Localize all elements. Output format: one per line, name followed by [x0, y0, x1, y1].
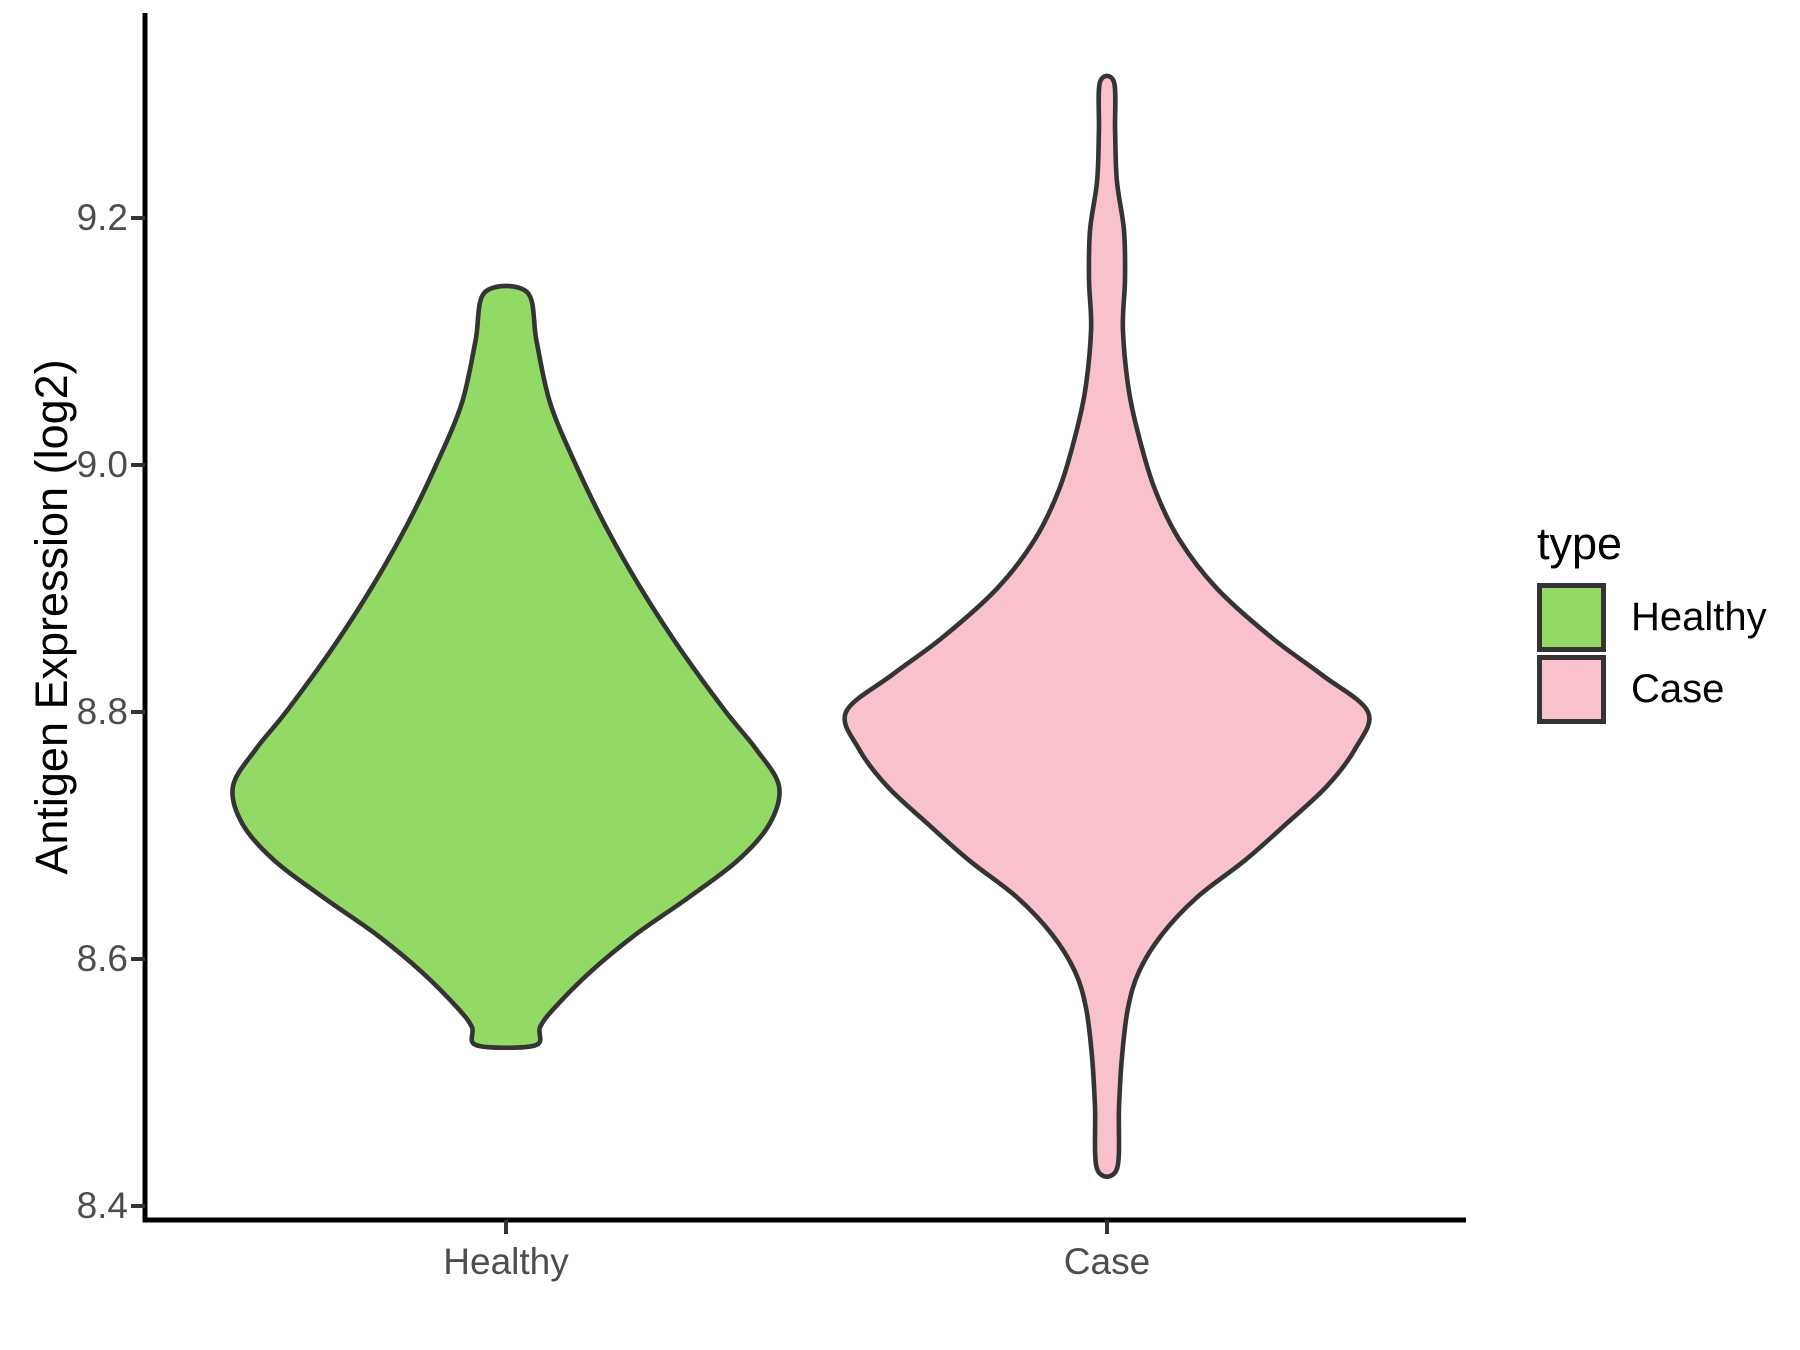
y-tick-label: 9.2	[76, 197, 128, 238]
y-axis-title: Antigen Expression (log2)	[26, 359, 77, 875]
x-category-label-healthy: Healthy	[443, 1241, 569, 1282]
y-tick-label: 8.8	[76, 691, 128, 732]
legend-label-case: Case	[1631, 667, 1725, 711]
violin-healthy	[230, 283, 782, 1051]
violin-case	[842, 73, 1372, 1179]
legend-swatch-healthy-icon	[1537, 583, 1606, 652]
legend-entry-healthy: Healthy	[1537, 583, 1767, 652]
legend-swatch-case-icon	[1537, 655, 1606, 724]
y-tick-label: 8.6	[76, 938, 128, 979]
legend-label-healthy: Healthy	[1631, 595, 1767, 639]
legend-entry-case: Case	[1537, 655, 1767, 724]
legend: type Healthy Case	[1537, 518, 1767, 724]
x-category-label-case: Case	[1063, 1241, 1151, 1282]
y-tick-label: 8.4	[76, 1185, 128, 1226]
legend-title: type	[1537, 518, 1623, 569]
y-tick-label: 9.0	[76, 444, 128, 485]
